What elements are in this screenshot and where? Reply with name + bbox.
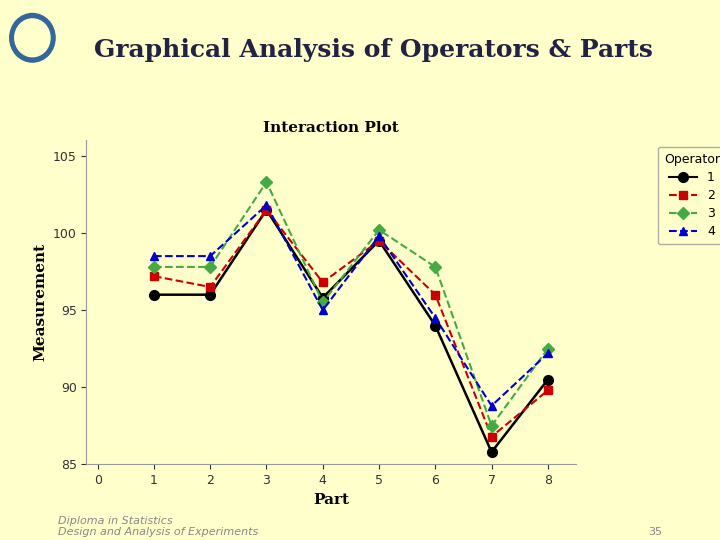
Y-axis label: Measurement: Measurement xyxy=(33,244,48,361)
Text: 35: 35 xyxy=(649,527,662,537)
Text: Diploma in Statistics
Design and Analysis of Experiments: Diploma in Statistics Design and Analysi… xyxy=(58,516,258,537)
Title: Interaction Plot: Interaction Plot xyxy=(264,121,399,135)
Circle shape xyxy=(9,14,55,62)
Circle shape xyxy=(15,19,50,57)
X-axis label: Part: Part xyxy=(313,492,349,507)
Text: Graphical Analysis of Operators & Parts: Graphical Analysis of Operators & Parts xyxy=(94,38,652,62)
Legend: 1, 2, 3, 4: 1, 2, 3, 4 xyxy=(658,147,720,244)
